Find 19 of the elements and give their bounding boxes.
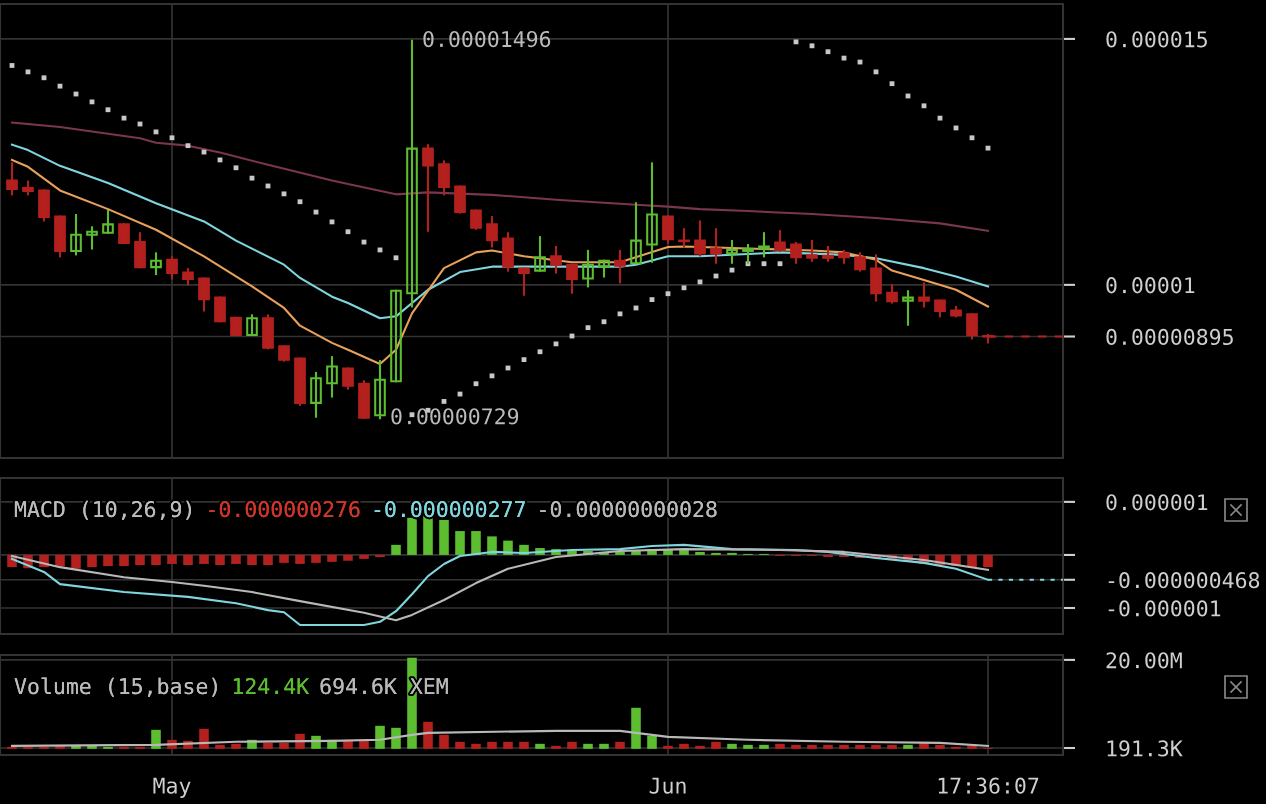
y-tick-label: 20.00M	[1106, 652, 1182, 669]
y-tick-label: 0.00000895	[1106, 328, 1233, 346]
y-tick-label: -0.000000468	[1108, 572, 1260, 589]
legend-title: Volume (15,base)	[14, 677, 217, 698]
legend-title: MACD (10,26,9)	[14, 500, 191, 521]
y-tick-label: 0.000001	[1106, 494, 1208, 511]
series-label: -0.000000277	[374, 501, 525, 518]
series-label: -0.000000276	[209, 501, 360, 518]
y-tick-label: -0.000001	[1108, 600, 1221, 617]
annotation: 0.00001496	[423, 30, 551, 48]
x-tick-label: Jun	[649, 777, 686, 794]
annotation: 0.00000729	[391, 408, 519, 425]
x-tick-label: May	[153, 777, 191, 798]
y-tick-label: 0.00001	[1106, 277, 1195, 294]
y-tick-label: 0.000015	[1106, 31, 1207, 48]
y-tick-label: 191.3K	[1107, 740, 1183, 757]
series-label: -0.00000000028	[540, 501, 717, 518]
x-tick-label: 17:36:07	[938, 777, 1039, 794]
series-label: 124.4K	[233, 678, 310, 694]
